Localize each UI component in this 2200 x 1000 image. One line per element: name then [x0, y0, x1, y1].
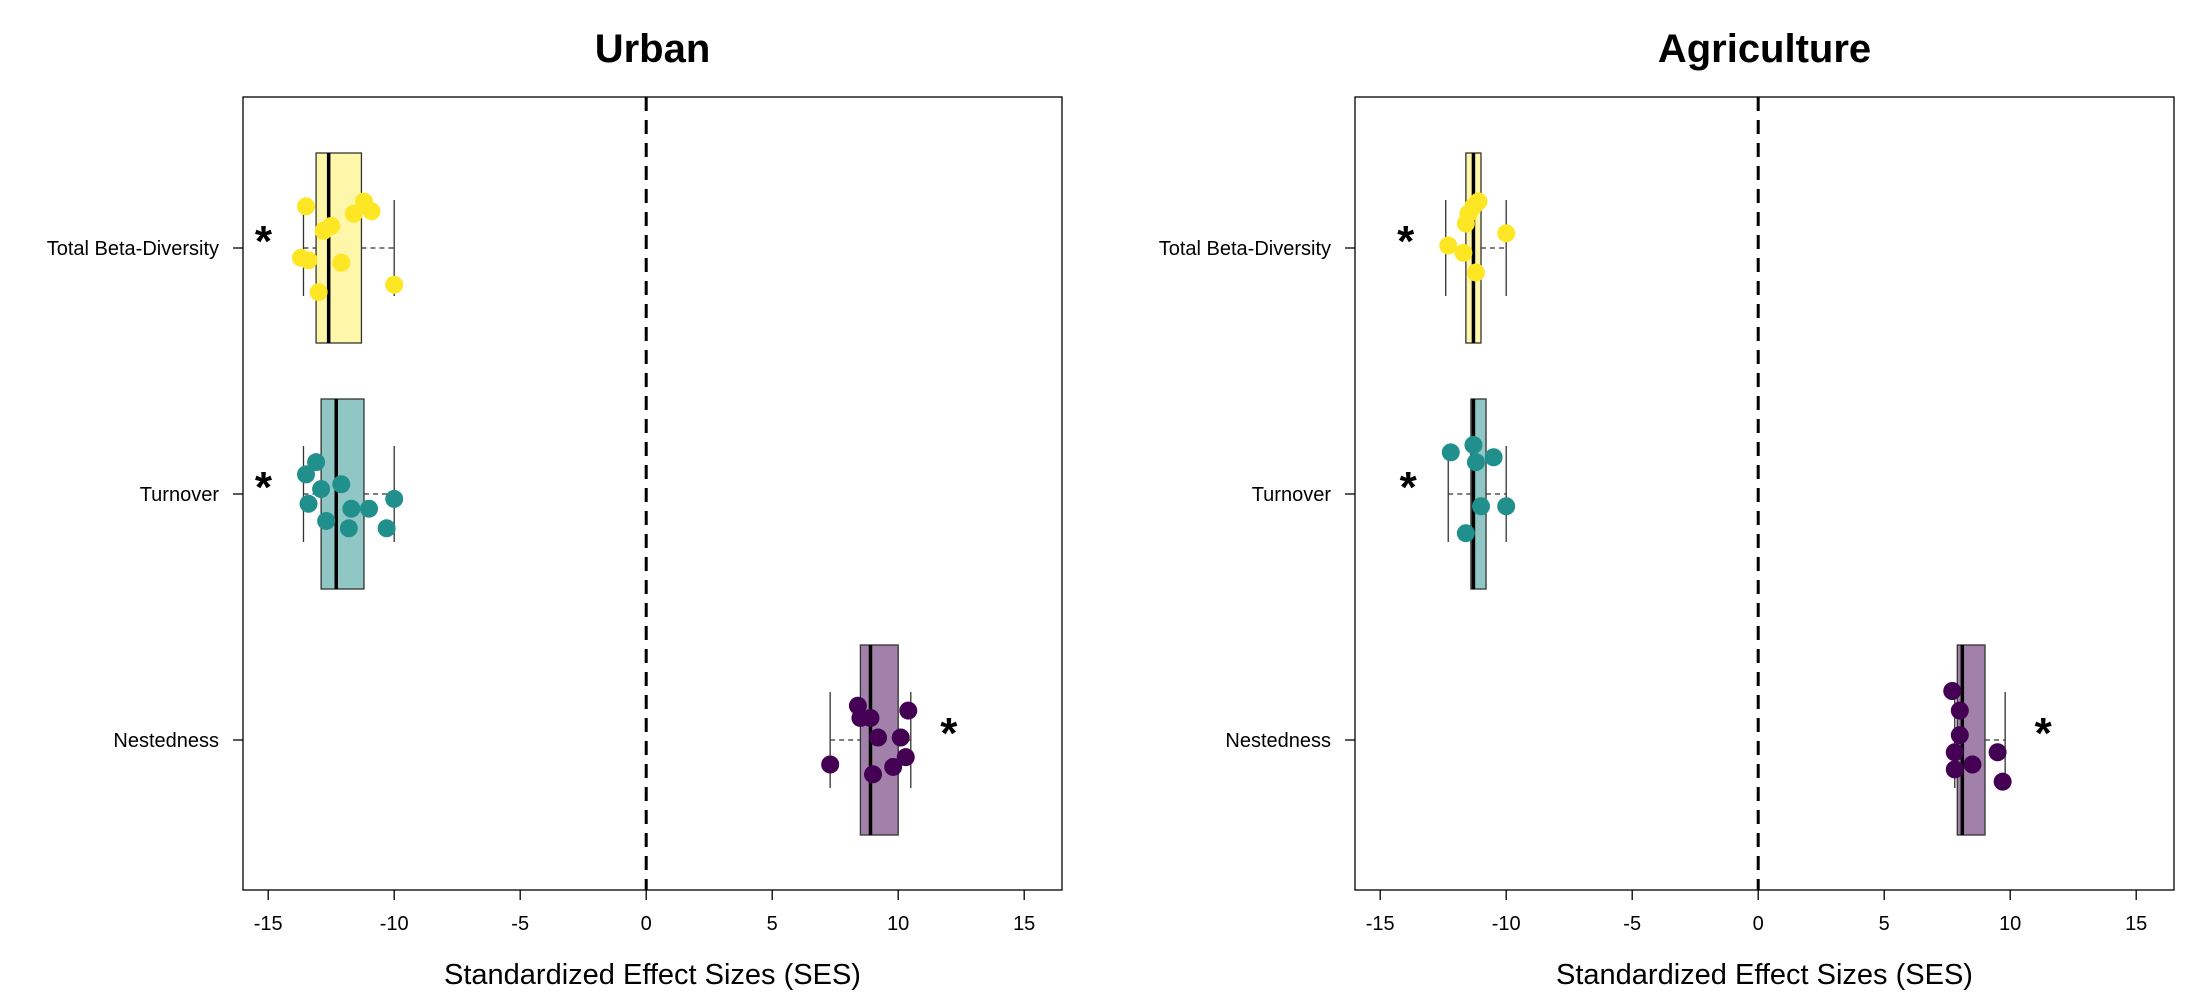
data-point [1456, 214, 1475, 233]
category-label: Turnover [140, 484, 220, 506]
significance-star: * [2035, 709, 2053, 758]
data-point [1950, 726, 1969, 745]
x-tick-label: 0 [641, 913, 652, 935]
x-tick-label: -5 [1623, 913, 1641, 935]
data-point [299, 251, 318, 270]
data-point [896, 748, 915, 767]
data-point [307, 453, 326, 472]
series-turnover: * [255, 398, 404, 590]
significance-star: * [1397, 217, 1415, 266]
category-label: Turnover [1252, 484, 1332, 506]
data-point [299, 494, 318, 513]
data-point [342, 499, 361, 518]
data-point [344, 204, 363, 223]
x-tick-label: 10 [1999, 913, 2021, 935]
data-point [1963, 755, 1982, 774]
data-point [1484, 448, 1503, 467]
data-point [385, 275, 404, 294]
data-point [1497, 224, 1516, 243]
data-point [1950, 701, 1969, 720]
data-point [1441, 443, 1460, 462]
x-tick-label: 5 [1879, 913, 1890, 935]
plot-frame [242, 96, 1063, 891]
data-point [1945, 760, 1964, 779]
data-point [861, 708, 880, 727]
data-point [354, 192, 373, 211]
x-tick-label: 10 [887, 913, 909, 935]
x-tick-label: -10 [1492, 913, 1521, 935]
data-point [309, 283, 328, 302]
chart-title: Agriculture [1658, 27, 1871, 71]
significance-star: * [940, 709, 958, 758]
category-label: Total Beta-Diversity [47, 238, 219, 260]
x-tick-label: 0 [1753, 913, 1764, 935]
data-point [884, 757, 903, 776]
chart-title: Urban [595, 27, 711, 71]
data-point [1988, 743, 2007, 762]
data-point [1454, 243, 1473, 262]
data-point [1456, 524, 1475, 543]
x-tick-label: -15 [254, 913, 283, 935]
x-tick-label: -5 [511, 913, 529, 935]
box-iqr [315, 152, 363, 344]
data-point [891, 728, 910, 747]
series-total-beta-diversity: * [255, 152, 404, 344]
plot-frame [1354, 96, 2175, 891]
category-label: Nestedness [1225, 730, 1331, 752]
data-point [1497, 497, 1516, 516]
data-point [1993, 772, 2012, 791]
x-tick-label: 5 [767, 913, 778, 935]
x-tick-label: -10 [380, 913, 409, 935]
data-point [314, 221, 333, 240]
data-point [385, 489, 404, 508]
x-axis-title: Standardized Effect Sizes (SES) [444, 959, 861, 991]
data-point [899, 701, 918, 720]
panels: Urban * Total Beta-Diversity * Turnover * Nest… [47, 27, 2175, 991]
data-point [297, 197, 315, 216]
series-nestedness: * [821, 644, 958, 836]
data-point [1466, 453, 1485, 472]
data-point [312, 480, 331, 499]
data-point [332, 475, 351, 494]
significance-star: * [1400, 463, 1418, 512]
panel-urban: Urban * Total Beta-Diversity * Turnover * Nest… [47, 27, 1063, 991]
significance-star: * [255, 217, 273, 266]
data-point [317, 511, 336, 530]
significance-star: * [255, 463, 273, 512]
data-point [339, 519, 358, 538]
data-point [821, 755, 840, 774]
category-label: Nestedness [113, 730, 219, 752]
x-axis-title: Standardized Effect Sizes (SES) [1556, 959, 1973, 991]
category-label: Total Beta-Diversity [1159, 238, 1331, 260]
data-point [1472, 497, 1490, 516]
data-point [360, 499, 378, 518]
x-tick-label: 15 [2125, 913, 2147, 935]
series-total-beta-diversity: * [1397, 152, 1516, 344]
data-point [864, 765, 882, 784]
data-point [1945, 743, 1964, 762]
data-point [332, 253, 351, 272]
data-point [1464, 436, 1483, 454]
data-point [869, 728, 888, 747]
series-turnover: * [1400, 398, 1516, 590]
x-tick-label: 15 [1013, 913, 1035, 935]
data-point [1466, 263, 1485, 282]
data-point [1439, 236, 1458, 255]
x-tick-label: -15 [1366, 913, 1395, 935]
panel-agriculture: Agriculture * Total Beta-Diversity * Turnove… [1159, 27, 2175, 991]
series-nestedness: * [1943, 644, 2053, 836]
data-point [377, 519, 396, 538]
data-point [1943, 682, 1962, 700]
data-point [297, 465, 315, 484]
